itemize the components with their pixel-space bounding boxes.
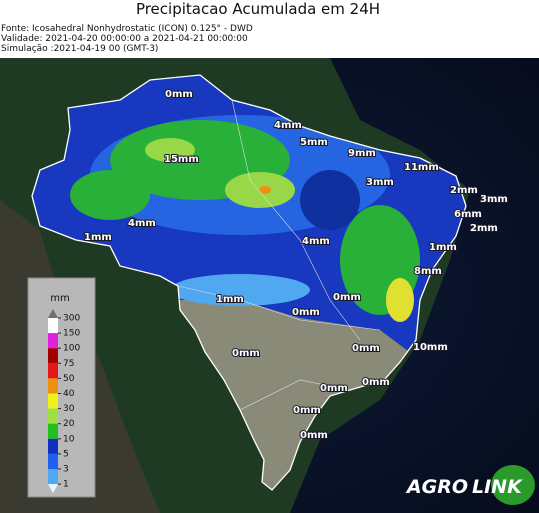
rain-label: 2mm <box>450 185 478 196</box>
legend-swatch <box>48 333 58 349</box>
rain-label: 4mm <box>274 120 302 131</box>
legend-label: 50 <box>63 374 75 384</box>
legend: mm 300 150 100 75 50 40 30 20 10 5 3 1 <box>27 277 96 498</box>
rain-label: 1mm <box>216 294 244 305</box>
source: Fonte: Icosahedral Nonhydrostatic (ICON)… <box>1 24 253 34</box>
rain-label: 1mm <box>84 232 112 243</box>
legend-label: 20 <box>63 419 75 429</box>
logo: AGRO LINK <box>405 465 535 505</box>
legend-swatch <box>48 348 58 364</box>
legend-label: 150 <box>63 329 80 339</box>
legend-label: 3 <box>63 465 69 475</box>
rain-label: 6mm <box>454 209 482 220</box>
legend-swatch <box>48 423 58 439</box>
rain-label: 4mm <box>128 218 156 229</box>
logo-text: LINK <box>472 476 523 498</box>
title: Precipitacao Acumulada em 24H <box>136 0 380 18</box>
legend-arrow-top <box>48 309 58 318</box>
rain-label: 0mm <box>300 430 328 441</box>
rain-label: 0mm <box>352 343 380 354</box>
rain-label: 0mm <box>165 89 193 100</box>
legend-label: 10 <box>63 434 75 444</box>
logo-text: AGRO <box>405 476 468 498</box>
rain-label: 15mm <box>164 154 199 165</box>
legend-swatch <box>48 363 58 379</box>
rain-label: 0mm <box>362 377 390 388</box>
rain-label: 1mm <box>429 242 457 253</box>
rain-label: 4mm <box>302 236 330 247</box>
rain-label: 2mm <box>470 223 498 234</box>
legend-swatch <box>48 453 58 469</box>
legend-swatch <box>48 393 58 409</box>
rain-label: 11mm <box>404 162 439 173</box>
legend-box <box>27 277 96 498</box>
rain-label: 9mm <box>348 148 376 159</box>
map-labels: 0mm4mm5mm9mm11mm15mm3mm2mm3mm6mm2mm4mm1m… <box>83 88 509 442</box>
rain-label: 0mm <box>292 307 320 318</box>
legend-unit: mm <box>50 293 69 304</box>
legend-label: 300 <box>63 314 80 324</box>
rain-label: 3mm <box>480 194 508 205</box>
legend-label: 1 <box>63 480 69 490</box>
legend-swatch <box>48 318 58 334</box>
legend-label: 5 <box>63 449 69 459</box>
rain-label: 0mm <box>320 383 348 394</box>
validity: Validade: 2021-04-20 00:00:00 a 2021-04-… <box>1 34 248 44</box>
rain-label: 0mm <box>293 405 321 416</box>
legend-label: 30 <box>63 404 75 414</box>
legend-swatch <box>48 469 58 485</box>
rain-label: 3mm <box>366 177 394 188</box>
rain-label: 8mm <box>414 266 442 277</box>
legend-swatch <box>48 408 58 424</box>
rain-label: 5mm <box>300 137 328 148</box>
legend-label: 100 <box>63 344 80 354</box>
rain-label: 10mm <box>413 342 448 353</box>
legend-swatch <box>48 438 58 454</box>
legend-label: 75 <box>63 359 74 369</box>
legend-arrow-bottom <box>48 484 58 494</box>
rain-label: 0mm <box>232 348 260 359</box>
simulation: Simulação :2021-04-19 00 (GMT-3) <box>1 44 158 54</box>
legend-swatch <box>48 378 58 394</box>
legend-label: 40 <box>63 389 75 399</box>
rain-label: 0mm <box>333 292 361 303</box>
